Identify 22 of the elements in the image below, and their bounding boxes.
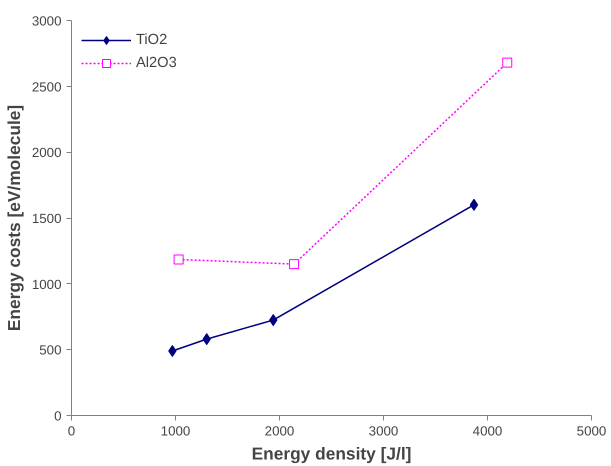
y-tick-label: 3000 — [32, 14, 62, 28]
y-tick-label: 1500 — [32, 211, 62, 226]
y-tick-label: 0 — [54, 408, 62, 424]
x-tick-label: 1000 — [160, 424, 190, 438]
y-tick-label: 2000 — [32, 145, 62, 160]
point — [502, 58, 512, 68]
x-tick-label: 3000 — [368, 424, 398, 438]
legend-label: Al2O3 — [136, 55, 177, 71]
x-axis-title: Energy density [J/l] — [252, 444, 412, 464]
y-tick-label: 500 — [39, 342, 62, 358]
point — [289, 259, 300, 270]
x-tick-label: 0 — [68, 424, 76, 438]
legend-label: TiO2 — [136, 32, 168, 48]
y-tick-label: 1000 — [32, 276, 62, 292]
x-tick-label: 5000 — [576, 424, 606, 438]
point — [168, 344, 177, 357]
point — [174, 254, 184, 264]
y-tick-label: 2500 — [32, 79, 62, 94]
point — [470, 198, 478, 211]
y-axis-title: Energy costs [eV/molecule] — [4, 104, 24, 332]
x-tick-label: 4000 — [472, 424, 502, 438]
x-tick-label: 2000 — [264, 424, 294, 438]
